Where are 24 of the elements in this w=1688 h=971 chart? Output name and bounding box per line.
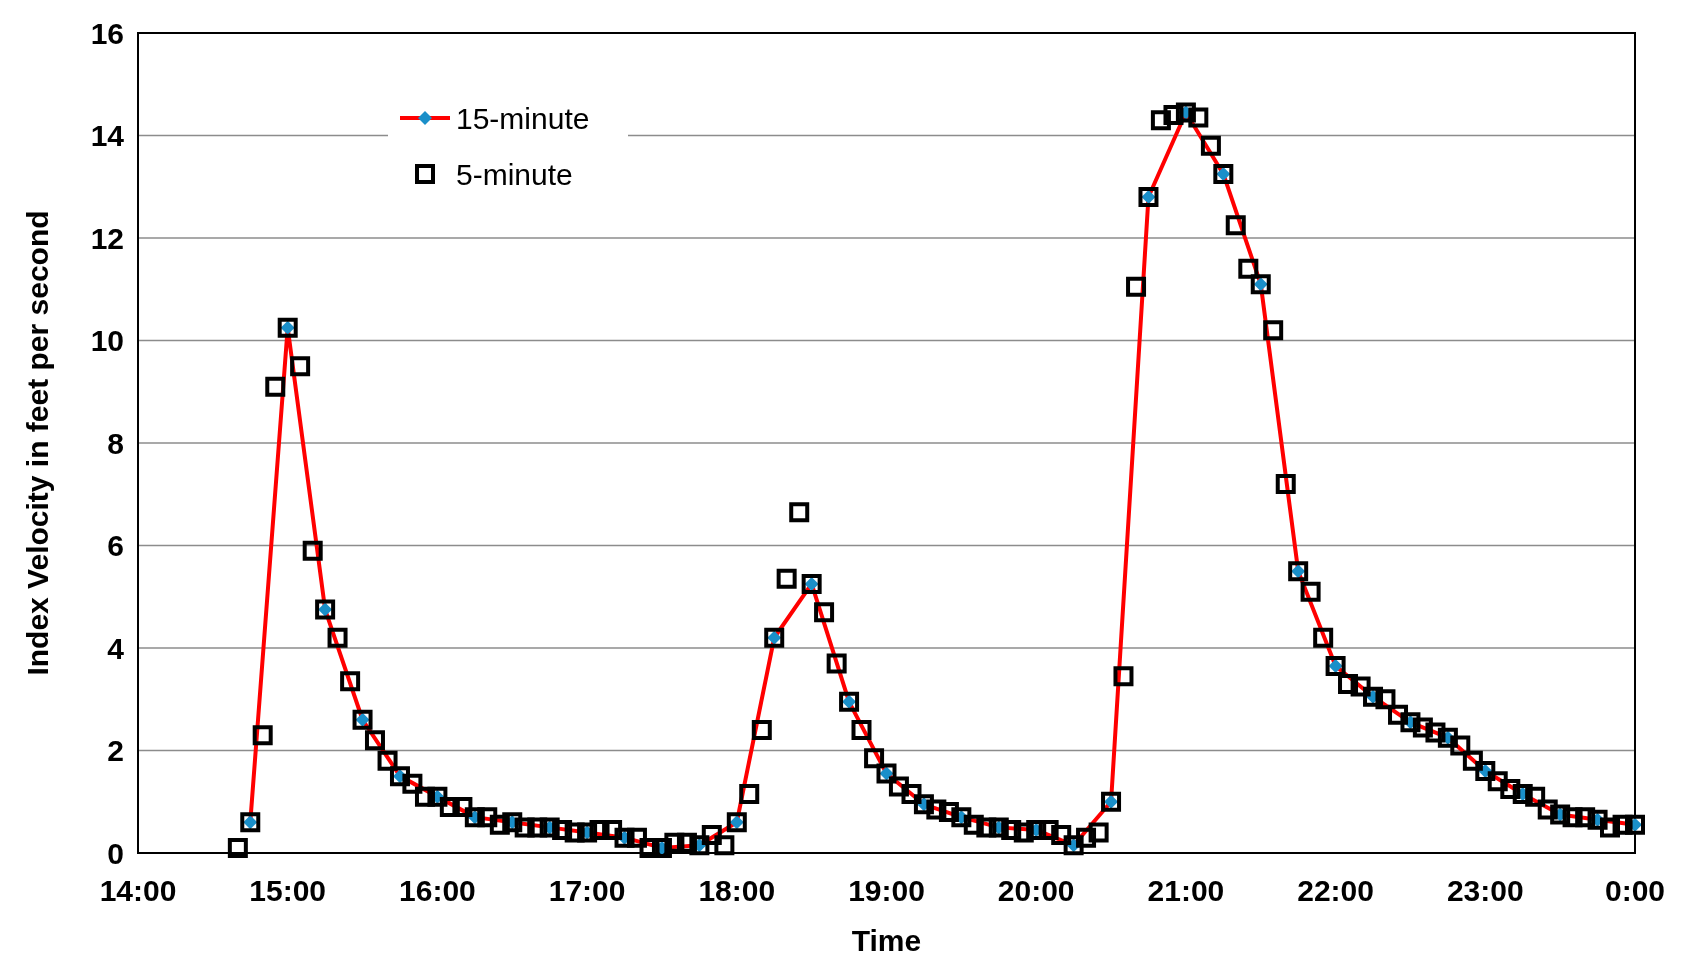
x-tick-label: 20:00: [997, 874, 1075, 907]
x-axis-title: Time: [851, 924, 922, 957]
x-tick-label: 21:00: [1147, 874, 1225, 907]
x-tick-label: 22:00: [1297, 874, 1374, 907]
y-tick-label: 2: [107, 734, 124, 767]
x-tick-label: 19:00: [848, 874, 925, 907]
x-tick-label: 14:00: [99, 874, 177, 907]
x-tick-label: 0:00: [1604, 874, 1666, 907]
x-tick-label: 17:00: [548, 874, 626, 907]
legend-label: 15-minute: [456, 101, 590, 135]
x-tick-label: 15:00: [249, 874, 327, 907]
y-tick-label: 16: [90, 16, 124, 50]
y-tick-label: 10: [90, 324, 124, 357]
legend-label: 5-minute: [456, 157, 573, 191]
y-tick-label: 0: [107, 836, 124, 870]
y-tick-label: 12: [90, 221, 124, 255]
y-tick-label: 6: [107, 529, 124, 562]
x-tick-label: 18:00: [698, 874, 776, 907]
x-tick-label: 16:00: [399, 874, 476, 907]
y-tick-label: 14: [90, 119, 125, 152]
x-tick-label: 23:00: [1446, 874, 1524, 907]
y-tick-label: 4: [107, 631, 125, 665]
y-tick-label: 8: [107, 426, 124, 460]
y-axis-title: Index Velocity in feet per second: [21, 210, 54, 676]
